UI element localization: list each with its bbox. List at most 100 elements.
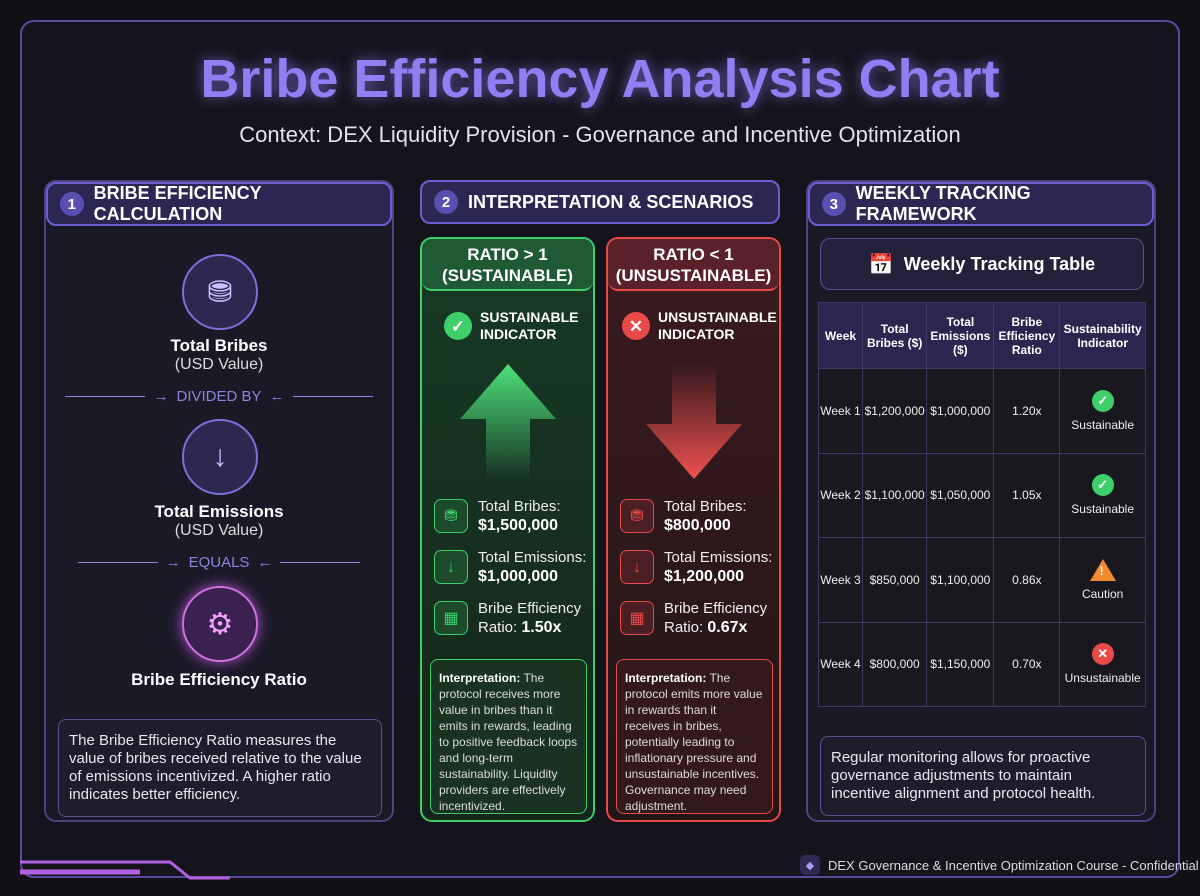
bribes-label: Total Bribes: [478, 498, 561, 515]
ratio-value: 1.50x [521, 619, 562, 636]
footer-text: DEX Governance & Incentive Optimization … [828, 857, 1199, 873]
table-row: Week 2 $1,100,000 $1,050,000 1.05x ✓ Sustaina… [818, 452, 1146, 538]
up-arrow-icon [460, 364, 556, 479]
ratio-value: 0.67x [707, 619, 748, 636]
interp-text: The protocol emits more value in rewards… [625, 671, 763, 813]
calculator-icon: ▦ [434, 601, 468, 635]
cell-bribes: $850,000 [861, 537, 928, 623]
cell-ratio: 1.05x [993, 452, 1061, 538]
panel-interpretation: 2 INTERPRETATION & SCENARIOS RATIO > 1 (SU… [420, 180, 781, 822]
monitoring-note: Regular monitoring allows for proactive … [820, 736, 1146, 816]
calendar-icon: 📅 [868, 253, 894, 276]
cell-ratio: 0.86x [993, 537, 1061, 623]
unsustainable-column: RATIO < 1 (UNSUSTAINABLE) ✕ UNSUSTAINABLE … [606, 237, 781, 822]
check-circle-icon: ✓ [444, 312, 472, 340]
check-circle-icon: ✓ [1091, 389, 1114, 412]
page-title: Bribe Efficiency Analysis Chart [200, 49, 1000, 109]
emissions-value: $1,000,000 [478, 568, 559, 585]
cell-week: Week 4 [818, 621, 863, 707]
interp-label: Interpretation: [439, 671, 521, 685]
interp-text: The protocol receives more value in brib… [439, 671, 578, 813]
ratio-label-2: Ratio: [478, 619, 518, 636]
ratio-label: Bribe Efficiency Ratio [131, 670, 307, 689]
cross-circle-icon: ✕ [622, 312, 650, 340]
step-number: 1 [60, 192, 84, 216]
check-circle-icon: ✓ [1091, 474, 1114, 497]
cell-emissions: $1,050,000 [926, 452, 995, 538]
footer: ◆ DEX Governance & Incentive Optimization… [800, 855, 1199, 875]
sustainable-indicator: SUSTAINABLE INDICATOR [480, 309, 579, 342]
ratio-label: Bribe Efficiency [478, 600, 582, 617]
sustainable-header-sub: (SUSTAINABLE) [442, 266, 573, 285]
emissions-icon: ↓ [620, 550, 654, 584]
emissions-label: Total Emissions: [478, 549, 587, 566]
table-row: Week 3 $850,000 $1,100,000 0.86x! Caution [818, 537, 1146, 623]
cell-week: Week 1 [818, 368, 863, 454]
status-label: Sustainable [1071, 417, 1135, 432]
warning-icon: ! [1089, 558, 1116, 581]
cross-circle-icon: ✕ [1091, 643, 1114, 666]
cell-status: ! Caution [1059, 537, 1146, 623]
cell-status: ✓ Sustainable [1059, 452, 1146, 538]
step-number: 3 [822, 192, 846, 216]
unsustainable-header-sub: (UNSUSTAINABLE) [615, 266, 772, 285]
cell-week: Week 3 [818, 537, 863, 623]
coins-stack-icon: ⛃ [182, 254, 258, 330]
page-subtitle: Context: DEX Liquidity Provision - Gover… [239, 122, 961, 147]
table-row: Week 1 $1,200,000 $1,000,000 1.20x ✓ Sustaina… [818, 368, 1146, 454]
panel-header: 2 INTERPRETATION & SCENARIOS [420, 180, 780, 224]
sustainable-column: RATIO > 1 (SUSTAINABLE) ✓ SUSTAINABLE INDI… [420, 237, 595, 822]
panel-header: 3 WEEKLY TRACKING FRAMEWORK [808, 182, 1154, 226]
bribes-label: Total Bribes: [664, 498, 747, 515]
decorative-lines [20, 860, 230, 880]
cell-emissions: $1,000,000 [926, 368, 995, 454]
status-label: Sustainable [1071, 502, 1135, 517]
status-label: Caution [1081, 586, 1124, 601]
coins-icon: ⛃ [434, 499, 468, 533]
cell-week: Week 2 [818, 452, 863, 538]
table-header: Week [818, 302, 863, 369]
interp-label: Interpretation: [625, 671, 707, 685]
bribes-value: $1,500,000 [478, 517, 559, 534]
calculator-icon: ▦ [620, 601, 654, 635]
table-title-box: 📅 Weekly Tracking Table [820, 238, 1144, 290]
cell-ratio: 1.20x [993, 368, 1061, 454]
bribes-label: Total Bribes [170, 336, 268, 355]
table-title: Weekly Tracking Table [903, 253, 1096, 274]
cell-emissions: $1,100,000 [926, 537, 995, 623]
table-header: Bribe Efficiency Ratio [993, 302, 1061, 369]
bribes-value: $800,000 [664, 517, 731, 534]
emissions-icon: ↓ [434, 550, 468, 584]
status-label: Unsustainable [1064, 671, 1141, 686]
table-header: Total Bribes ($) [861, 302, 928, 369]
emissions-icon: ↓ [182, 419, 258, 495]
unsustainable-indicator: UNSUSTAINABLE INDICATOR [658, 309, 777, 342]
panel-title: WEEKLY TRACKING FRAMEWORK [855, 183, 1031, 224]
emissions-label: Total Emissions: [664, 549, 773, 566]
down-arrow-icon [646, 364, 742, 479]
gear-cycle-icon: ⚙ [182, 586, 258, 662]
panel-title: INTERPRETATION & SCENARIOS [468, 191, 754, 212]
cell-ratio: 0.70x [993, 621, 1061, 707]
sustainable-interpretation: Interpretation: The protocol receives mo… [430, 659, 587, 814]
table-header: Sustainability Indicator [1059, 302, 1146, 369]
logo-icon: ◆ [800, 855, 820, 875]
step-number: 2 [434, 190, 458, 214]
cell-bribes: $1,100,000 [861, 452, 928, 538]
sustainable-header: RATIO > 1 [467, 245, 548, 264]
ratio-label: Bribe Efficiency [664, 600, 768, 617]
weekly-table: Week Total Bribes ($) Total Emissions ($) B… [818, 302, 1146, 707]
cell-bribes: $800,000 [861, 621, 928, 707]
bribes-sub: (USD Value) [174, 356, 264, 373]
divided-by-operator: → DIVIDED BY ← [46, 388, 392, 405]
cell-status: ✓ Sustainable [1059, 368, 1146, 454]
cell-emissions: $1,150,000 [926, 621, 995, 707]
panel-title: BRIBE EFFICIENCY CALCULATION [93, 183, 262, 224]
cell-bribes: $1,200,000 [861, 368, 928, 454]
emissions-value: $1,200,000 [664, 568, 745, 585]
unsustainable-interpretation: Interpretation: The protocol emits more … [616, 659, 773, 814]
panel-weekly-tracking: 3 WEEKLY TRACKING FRAMEWORK 📅 Weekly Track… [806, 180, 1156, 822]
equals-operator: → EQUALS ← [46, 554, 392, 571]
table-row: Week 4 $800,000 $1,150,000 0.70x ✕ Unsustaina… [818, 621, 1146, 707]
cell-status: ✕ Unsustainable [1059, 621, 1146, 707]
